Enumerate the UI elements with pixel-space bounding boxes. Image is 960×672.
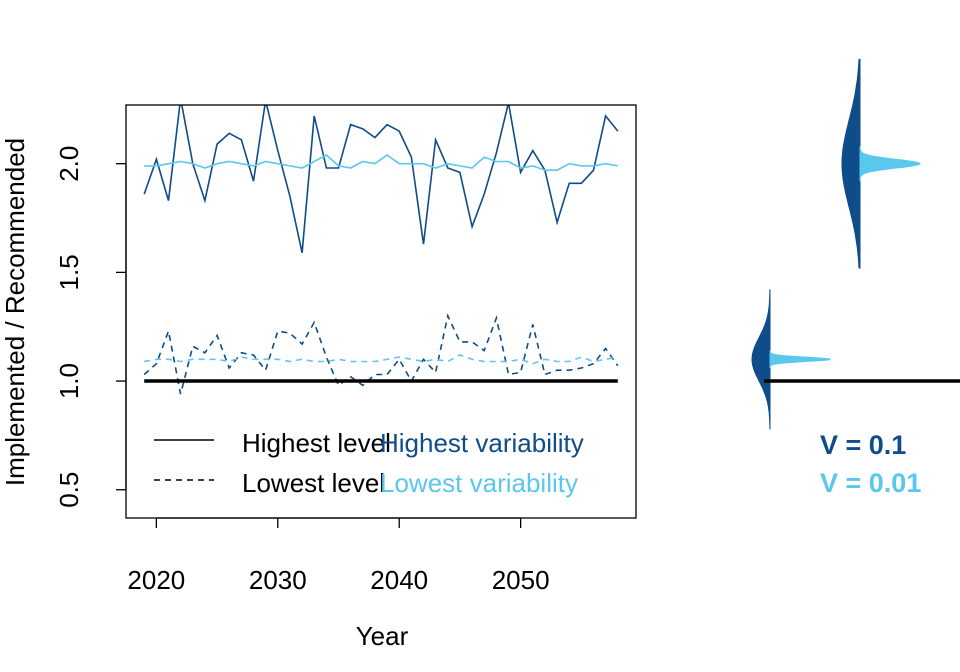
legend-variability-highest: Highest variability <box>380 428 584 458</box>
x-axis-title: Year <box>356 621 409 651</box>
legend-level-lowest: Lowest level <box>242 468 385 498</box>
y-tick-label: 2.0 <box>54 146 84 182</box>
x-tick-label: 2020 <box>127 565 185 595</box>
series-line-2 <box>143 313 619 395</box>
series-line-3 <box>144 354 618 365</box>
density-high-variability-1 <box>841 58 861 269</box>
y-tick-label: 1.0 <box>54 363 84 399</box>
x-tick-label: 2030 <box>249 565 307 595</box>
v-label-high: V = 0.1 <box>820 430 906 460</box>
series-line-0 <box>143 105 619 253</box>
distribution-panel <box>751 58 921 430</box>
x-tick-label: 2040 <box>370 565 428 595</box>
y-axis: 0.5 1.0 1.5 2.0 <box>54 146 127 508</box>
series-line-1 <box>144 154 618 171</box>
series-group <box>143 105 619 395</box>
legend-variability-lowest: Lowest variability <box>380 468 578 498</box>
x-tick-label: 2050 <box>492 565 550 595</box>
v-label-low: V = 0.01 <box>820 468 921 498</box>
legend: Highest level Lowest level Highest varia… <box>154 428 584 498</box>
density-high-variability-0 <box>751 289 771 430</box>
y-axis-title: Implemented / Recommended <box>0 138 30 486</box>
x-axis: 2020 2030 2040 2050 <box>127 517 550 595</box>
density-low-variability-0 <box>769 350 831 368</box>
legend-level-highest: Highest level <box>242 428 391 458</box>
density-low-variability-1 <box>859 146 921 182</box>
y-tick-label: 1.5 <box>54 254 84 290</box>
y-tick-label: 0.5 <box>54 472 84 508</box>
